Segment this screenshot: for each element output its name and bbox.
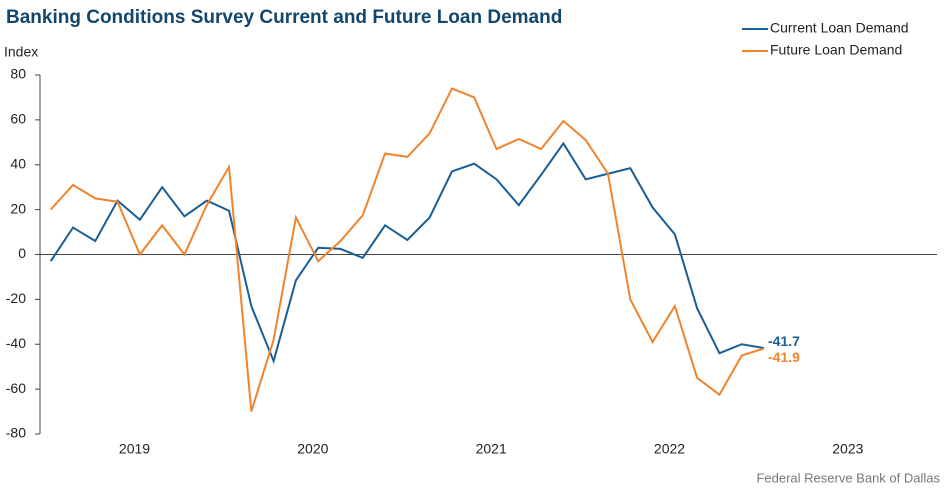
chart-title: Banking Conditions Survey Current and Fu…	[6, 7, 562, 28]
y-tick-label: 60	[10, 111, 26, 127]
end-value-label: -41.7	[768, 333, 800, 349]
source: Federal Reserve Bank of Dallas	[756, 470, 940, 485]
x-tick-label: 2021	[476, 441, 507, 457]
y-tick-label: -80	[6, 425, 26, 441]
y-tick-label: 0	[18, 245, 26, 261]
x-tick-label: 2020	[297, 441, 328, 457]
y-tick-label: -20	[6, 290, 26, 306]
legend-label: Current Loan Demand	[770, 20, 909, 36]
x-tick-label: 2023	[832, 441, 863, 457]
line-series	[49, 87, 765, 412]
y-tick-label: 20	[10, 200, 26, 216]
y-tick-label: 80	[10, 66, 26, 82]
y-tick-label: 40	[10, 155, 26, 171]
end-value-label: -41.9	[768, 349, 800, 365]
x-tick-label: 2019	[119, 441, 150, 457]
y-axis-label: Index	[4, 44, 38, 60]
x-tick-label: 2022	[654, 441, 685, 457]
line-series	[49, 141, 765, 365]
legend-label: Future Loan Demand	[770, 42, 902, 58]
y-tick-label: -40	[6, 335, 26, 351]
y-tick-label: -60	[6, 380, 26, 396]
